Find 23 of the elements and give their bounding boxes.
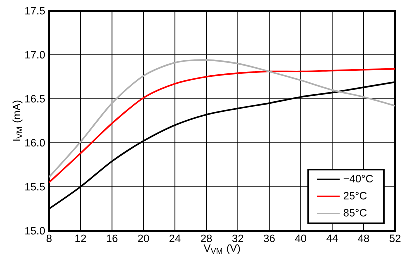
legend-label: 25°C (344, 192, 367, 200)
y-tick-label: 15.5 (26, 183, 46, 191)
x-tick-label: 8 (46, 234, 52, 242)
x-tick-label: 16 (107, 234, 118, 242)
x-tick-label: 36 (264, 234, 275, 242)
y-axis-title: I$_{VM}$ (mA) (12, 100, 23, 141)
x-tick-label: 20 (138, 234, 150, 242)
legend-label: −40°C (344, 175, 374, 183)
y-tick-label: 17.5 (26, 7, 46, 15)
x-tick-label: 44 (326, 234, 338, 242)
x-tick-label: 28 (201, 234, 212, 242)
y-tick-label: 16.5 (26, 95, 46, 103)
legend-label: 85°C (344, 209, 367, 217)
x-tick-label: 12 (76, 234, 86, 242)
x-tick-label: 24 (170, 234, 181, 242)
x-tick-label: 40 (295, 234, 306, 242)
x-axis-title: V$_{VM}$ (V) (204, 244, 240, 254)
x-tick-label: 52 (390, 234, 401, 242)
y-tick-label: 15.0 (26, 227, 46, 235)
x-tick-label: 48 (358, 234, 370, 242)
x-tick-label: 32 (232, 234, 244, 242)
y-tick-label: 17.0 (26, 51, 46, 59)
y-tick-label: 16.0 (26, 139, 46, 147)
